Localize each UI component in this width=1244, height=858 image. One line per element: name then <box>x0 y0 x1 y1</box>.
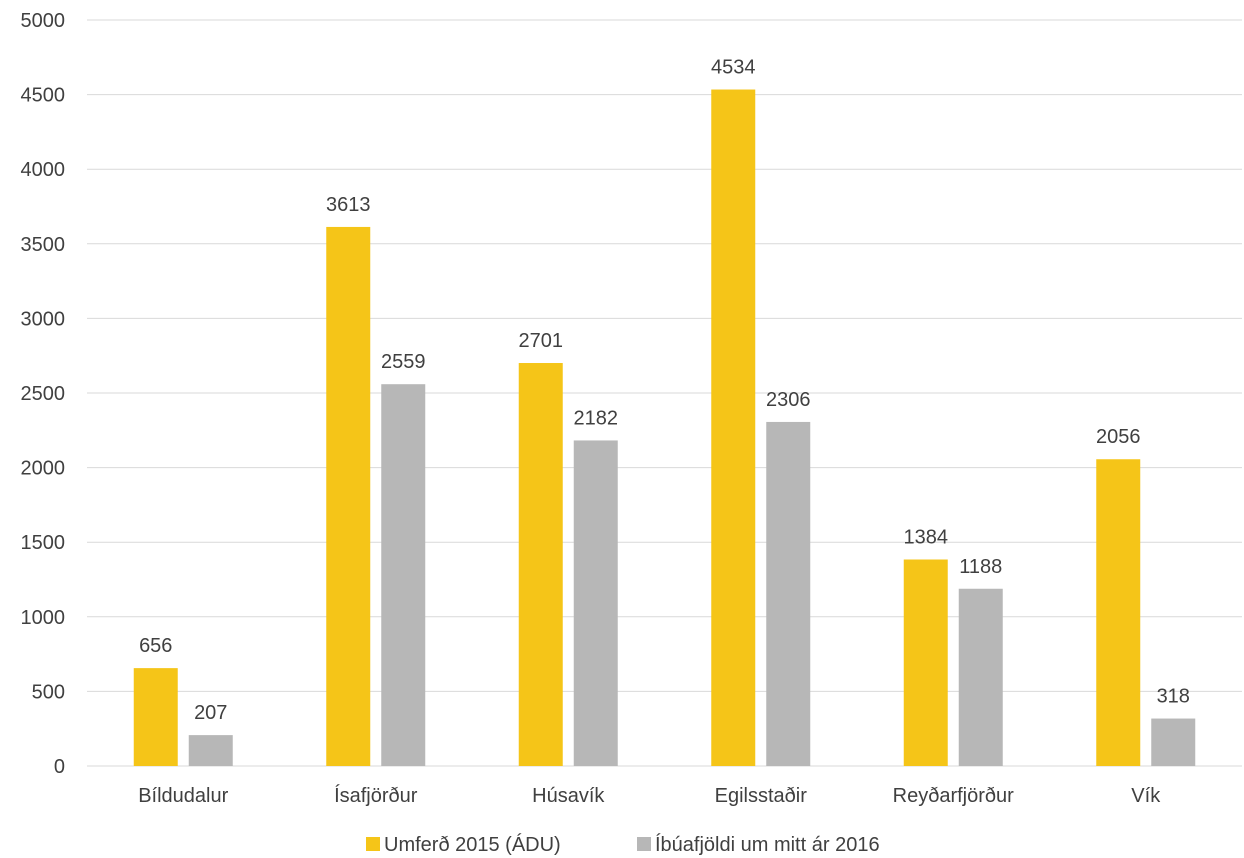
bar-traffic-3 <box>711 89 756 766</box>
data-label: 2559 <box>381 351 426 373</box>
y-tick-label: 1000 <box>21 607 66 629</box>
y-tick-label: 4500 <box>21 85 66 107</box>
y-axis-ticks: 0 500 1000 1500 2000 2500 3000 3500 4000 4500 5000 <box>21 10 66 778</box>
data-label: 2701 <box>519 330 564 352</box>
legend-label: Umferð 2015 (ÁDU) <box>384 833 561 856</box>
data-label: 1188 <box>959 556 1002 578</box>
bar-population-1 <box>381 384 426 766</box>
bar-traffic-4 <box>903 559 948 766</box>
x-tick-label: Reyðarfjörður <box>893 785 1015 807</box>
bar-population-5 <box>1151 718 1196 766</box>
data-label: 4534 <box>711 57 756 79</box>
legend-swatch-0 <box>366 837 380 851</box>
data-label: 207 <box>194 702 227 724</box>
legend-swatch-1 <box>637 837 651 851</box>
data-labels: 656 207 3613 2559 2701 2182 4534 2306 1384 1188 20… <box>139 57 1190 725</box>
x-tick-label: Bíldudalur <box>138 785 228 807</box>
x-axis-ticks: Bíldudalur Ísafjörður Húsavík Egilsstaðir Re… <box>138 784 1161 807</box>
y-tick-label: 2500 <box>21 383 66 405</box>
bar-population-2 <box>573 440 618 766</box>
bar-population-3 <box>766 421 811 766</box>
data-label: 318 <box>1157 686 1190 708</box>
data-label: 2182 <box>574 407 619 429</box>
y-tick-label: 500 <box>32 681 65 703</box>
y-tick-label: 3000 <box>21 308 66 330</box>
y-tick-label: 0 <box>54 756 65 778</box>
data-label: 3613 <box>326 194 371 216</box>
x-tick-label: Húsavík <box>532 785 605 807</box>
y-tick-label: 5000 <box>21 10 66 32</box>
x-tick-label: Vík <box>1131 785 1161 807</box>
data-label: 2306 <box>766 389 811 411</box>
bar-traffic-0 <box>133 668 178 766</box>
legend: Umferð 2015 (ÁDU) Íbúafjöldi um mitt ár 2… <box>366 833 880 856</box>
bar-population-0 <box>188 735 233 766</box>
data-label: 656 <box>139 635 172 657</box>
gridlines <box>87 19 1242 767</box>
y-tick-label: 4000 <box>21 159 66 181</box>
bar-population-4 <box>958 588 1003 766</box>
x-tick-label: Egilsstaðir <box>715 785 808 807</box>
bar-traffic-2 <box>518 363 563 766</box>
y-tick-label: 2000 <box>21 458 66 480</box>
data-label: 1384 <box>904 527 949 549</box>
y-tick-label: 3500 <box>21 234 66 256</box>
x-tick-label: Ísafjörður <box>334 784 418 807</box>
legend-label: Íbúafjöldi um mitt ár 2016 <box>655 833 880 856</box>
bar-traffic-5 <box>1096 459 1141 766</box>
data-label: 2056 <box>1096 426 1141 448</box>
bars <box>133 89 1196 766</box>
bar-traffic-1 <box>326 226 371 766</box>
y-tick-label: 1500 <box>21 532 66 554</box>
